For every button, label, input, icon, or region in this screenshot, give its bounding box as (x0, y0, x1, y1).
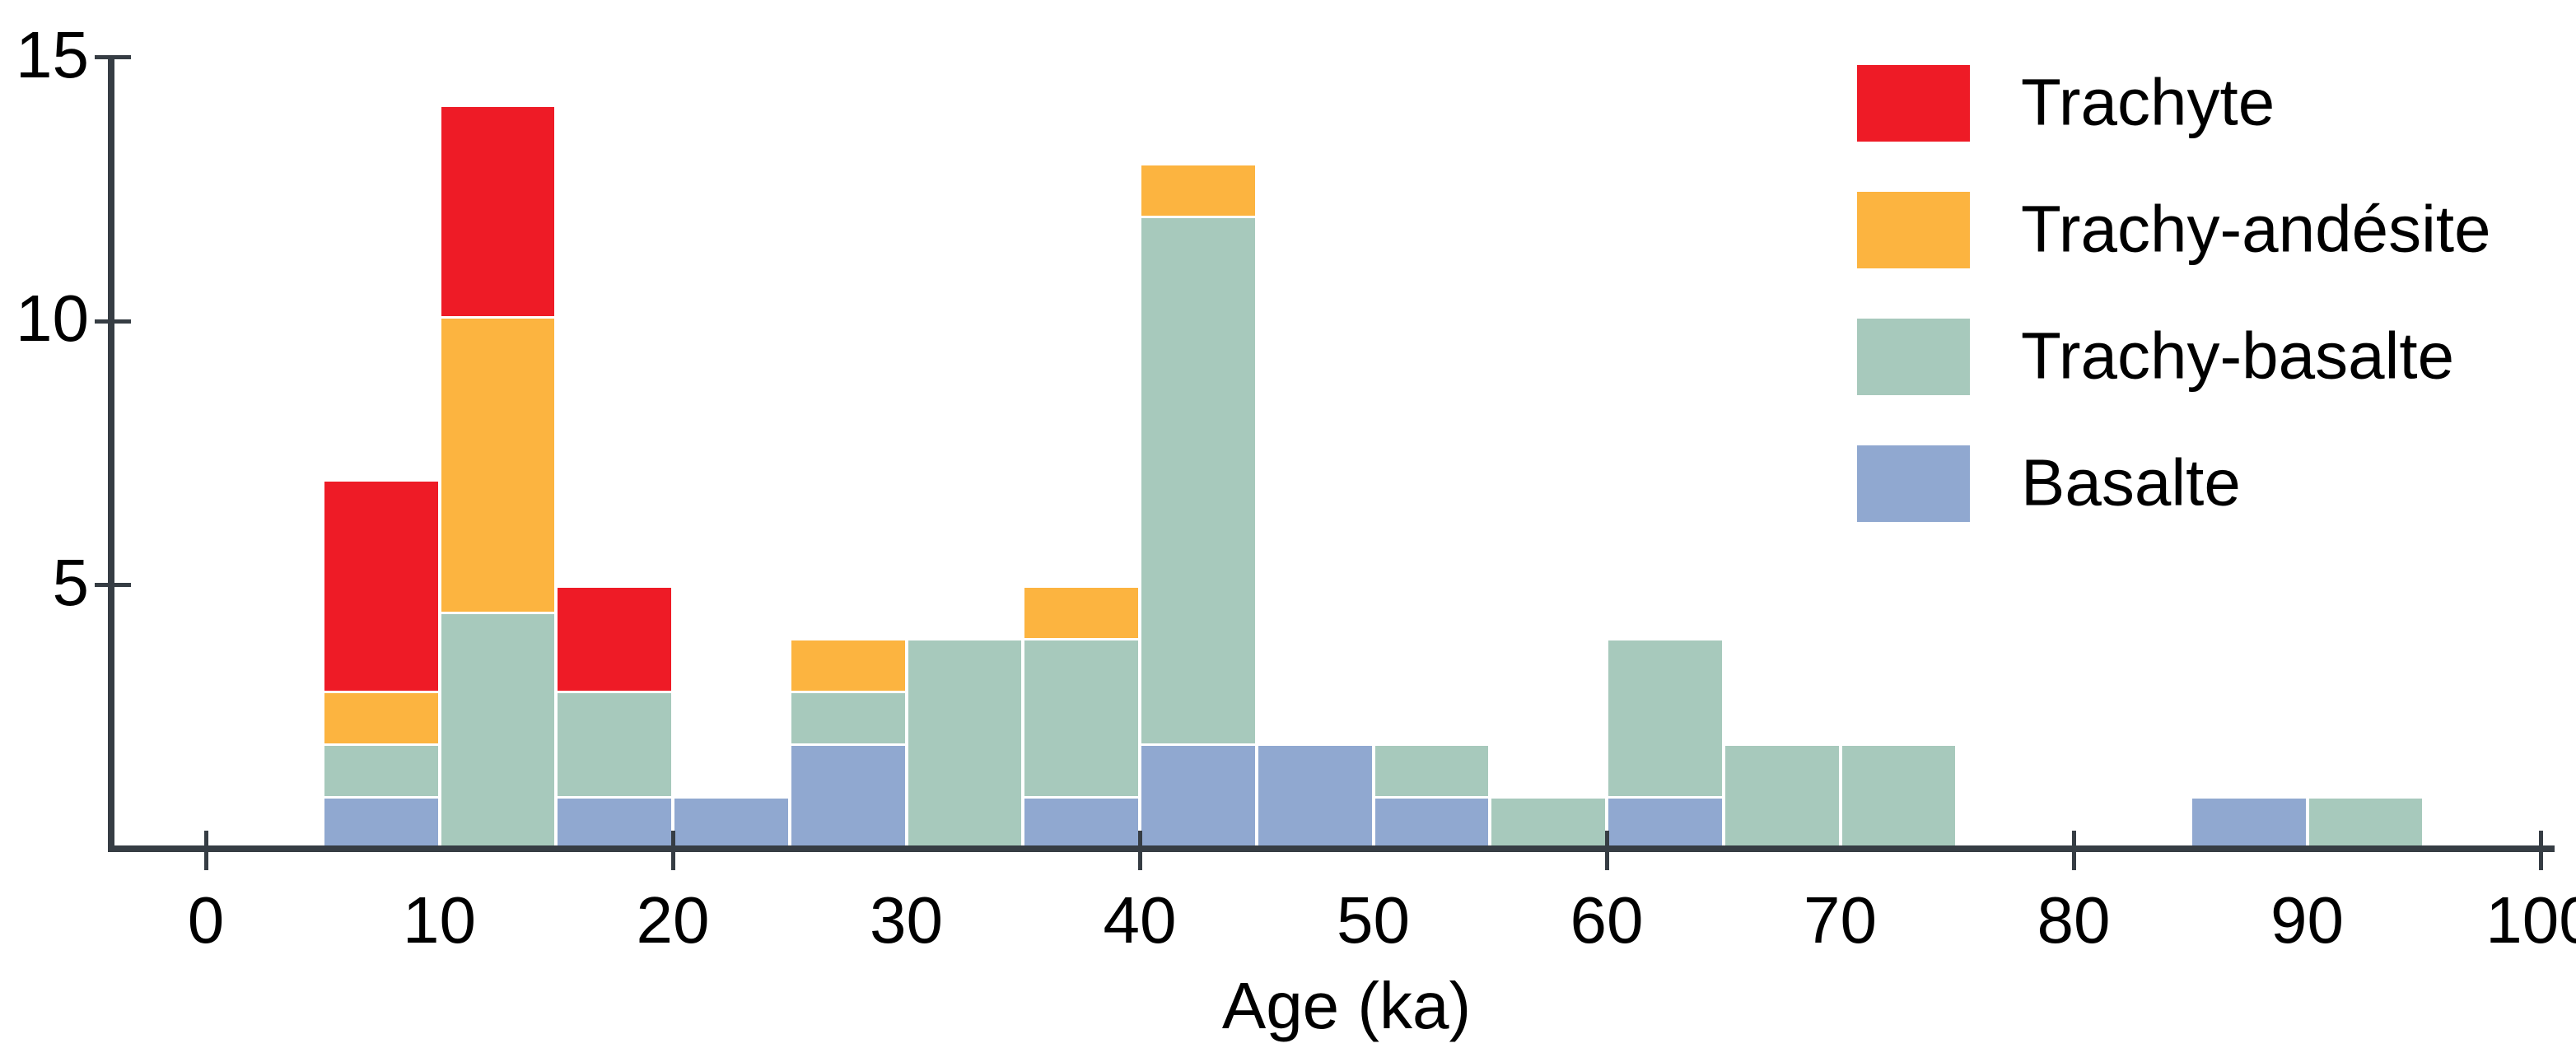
y-tick-label: 15 (16, 17, 89, 91)
bar-segment-basalte (1140, 743, 1257, 849)
legend-item-trachy-basalte: Trachy-basalte (1857, 319, 2516, 395)
x-tick-label: 30 (870, 883, 943, 957)
x-tick-label: 80 (2037, 883, 2111, 957)
bar (2307, 0, 2424, 849)
x-tick-label: 40 (1103, 883, 1177, 957)
x-tick-label: 20 (636, 883, 710, 957)
y-tick-label: 10 (16, 281, 89, 355)
bar (439, 0, 557, 849)
bar-segment-trachyte (322, 479, 440, 691)
bar-segment-basalte (1023, 795, 1140, 849)
bar-segment-trachy-andesite (1140, 162, 1257, 216)
bar-segment-basalte (1256, 743, 1374, 849)
x-tick-label: 50 (1337, 883, 1410, 957)
legend-label: Trachy-andésite (2021, 191, 2491, 265)
legend-swatch-trachy-basalte (1857, 319, 1970, 395)
x-tick-label: 0 (187, 883, 225, 957)
bar-segment-basalte (1607, 795, 1724, 849)
bar (1373, 0, 1491, 849)
bar-segment-trachy-basalte (439, 611, 557, 849)
x-tick-label: 90 (2270, 883, 2344, 957)
bar (1490, 0, 1607, 849)
x-tick-label: 10 (403, 883, 476, 957)
bar-segment-trachy-andesite (1023, 585, 1140, 638)
bar-segment-trachy-basalte (1607, 637, 1724, 796)
bar-segment-trachy-basalte (556, 690, 673, 796)
bar (1023, 0, 1140, 849)
bar (1607, 0, 1724, 849)
bar-segment-basalte (673, 795, 790, 849)
bar (2190, 0, 2308, 849)
y-tick (95, 55, 131, 59)
bar (1840, 0, 1958, 849)
bar (673, 0, 790, 849)
bar-segment-trachyte (556, 585, 673, 691)
bar-segment-trachy-basalte (1373, 743, 1491, 796)
bar-segment-trachy-basalte (1023, 637, 1140, 796)
y-tick-label: 5 (52, 545, 90, 619)
bar-segment-basalte (556, 795, 673, 849)
legend-swatch-basalte (1857, 445, 1970, 522)
bar (789, 0, 907, 849)
bar-segment-trachy-basalte (1723, 743, 1841, 849)
bar-segment-trachy-basalte (322, 743, 440, 796)
legend-label: Trachyte (2021, 64, 2275, 138)
bar (1723, 0, 1841, 849)
x-tick-label: 100 (2485, 883, 2576, 957)
legend-label: Basalte (2021, 445, 2241, 519)
x-tick-label: 70 (1804, 883, 1877, 957)
bar-segment-trachy-basalte (1840, 743, 1958, 849)
bar (1140, 0, 1257, 849)
bar (556, 0, 673, 849)
bar-segment-trachyte (439, 105, 557, 316)
x-tick (2538, 831, 2543, 870)
legend-label: Trachy-basalte (2021, 318, 2455, 392)
y-tick (95, 583, 131, 587)
bar-segment-trachy-andesite (322, 690, 440, 743)
bar (322, 0, 440, 849)
bar-segment-basalte (1373, 795, 1491, 849)
legend-swatch-trachyte (1857, 65, 1970, 142)
bar-segment-basalte (2190, 795, 2308, 849)
legend-item-basalte: Basalte (1857, 445, 2516, 522)
y-axis-line (108, 55, 114, 852)
bar-segment-trachy-andesite (439, 315, 557, 612)
y-tick (95, 319, 131, 324)
legend-item-trachy-andesite: Trachy-andésite (1857, 192, 2516, 268)
x-tick (1604, 831, 1609, 870)
bar-segment-basalte (789, 743, 907, 849)
bar-segment-basalte (322, 795, 440, 849)
legend-item-trachyte: Trachyte (1857, 65, 2516, 142)
bar-segment-trachy-basalte (1490, 795, 1607, 849)
bar-segment-trachy-basalte (789, 690, 907, 743)
bar-segment-trachy-basalte (2307, 795, 2424, 849)
bar (906, 0, 1024, 849)
x-tick (1137, 831, 1142, 870)
bar-segment-trachy-basalte (1140, 215, 1257, 743)
x-tick-label: 60 (1570, 883, 1644, 957)
x-axis-line (108, 845, 2555, 852)
bar (1256, 0, 1374, 849)
x-tick (670, 831, 675, 870)
x-tick (2071, 831, 2076, 870)
legend-swatch-trachy-andesite (1857, 192, 1970, 268)
bar-segment-trachy-andesite (789, 637, 907, 691)
bar-segment-trachy-basalte (906, 637, 1024, 849)
x-tick (203, 831, 208, 870)
x-axis-title: Age (ka) (1221, 969, 1472, 1042)
